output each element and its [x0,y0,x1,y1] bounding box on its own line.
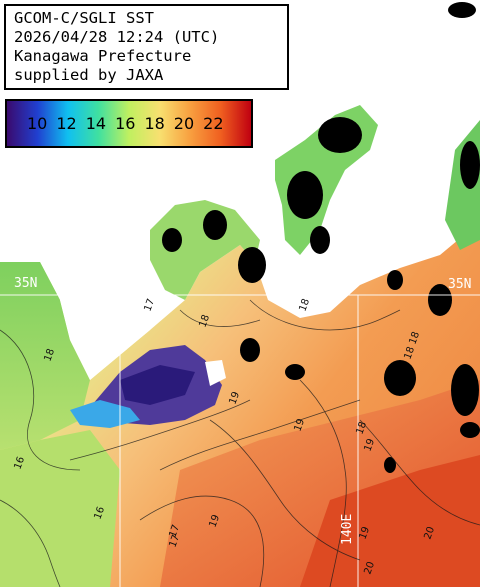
land-islet [205,360,226,386]
colorbar-tick: 12 [56,114,77,133]
cloud-patches [162,2,480,473]
contour-label: 17 [167,523,182,539]
contour-label: 16 [92,505,107,521]
contour-label: 20 [422,525,437,541]
colorbar-tick: 14 [85,114,107,133]
sea-west-cool [0,262,90,450]
info-line-3: Kanagawa Prefecture [14,47,192,65]
contour-label: 18 [402,345,417,361]
contour-label: 19 [207,513,222,529]
info-line-1: GCOM-C/SGLI SST [14,9,154,27]
contour-label: 18 [297,297,312,313]
land-center [60,262,160,380]
contours [0,299,480,587]
contour-label: 17 [167,533,182,549]
contour-label: 18 [197,313,212,329]
colorbar-tick: 22 [203,114,224,133]
info-line-4: supplied by JAXA [14,66,164,84]
contour-label: 19 [292,417,307,433]
info-box: GCOM-C/SGLI SST 2026/04/28 12:24 (UTC) K… [4,4,289,90]
contour-label: 18 [354,420,369,436]
colorbar-tick: 16 [115,114,136,133]
contour-label: 19 [357,525,372,541]
north-arm [150,200,260,300]
contour-label: 20 [362,560,377,576]
graticule [0,294,480,587]
contour-label: 18 [407,330,422,346]
contour-label: 17 [142,297,157,313]
sst-colorbar: 10 12 14 16 18 20 22 [5,99,253,148]
contour-label: 16 [12,455,27,471]
bay-cyan [70,400,140,428]
contour-label: 19 [362,437,377,453]
colorbar-tick: 20 [173,114,195,133]
bay-blue [120,365,195,405]
sea-south-west [0,430,120,587]
colorbar-tick: 18 [144,114,165,133]
contour-label: 18 [42,347,57,363]
contour-label: 19 [227,390,242,406]
info-line-2: 2026/04/28 12:24 (UTC) [14,28,220,46]
lat-label-right: 35N [448,277,472,292]
colorbar-ticks: 10 12 14 16 18 20 22 [7,101,251,146]
colorbar-tick: 10 [27,114,48,133]
lat-label-left: 35N [14,276,38,291]
